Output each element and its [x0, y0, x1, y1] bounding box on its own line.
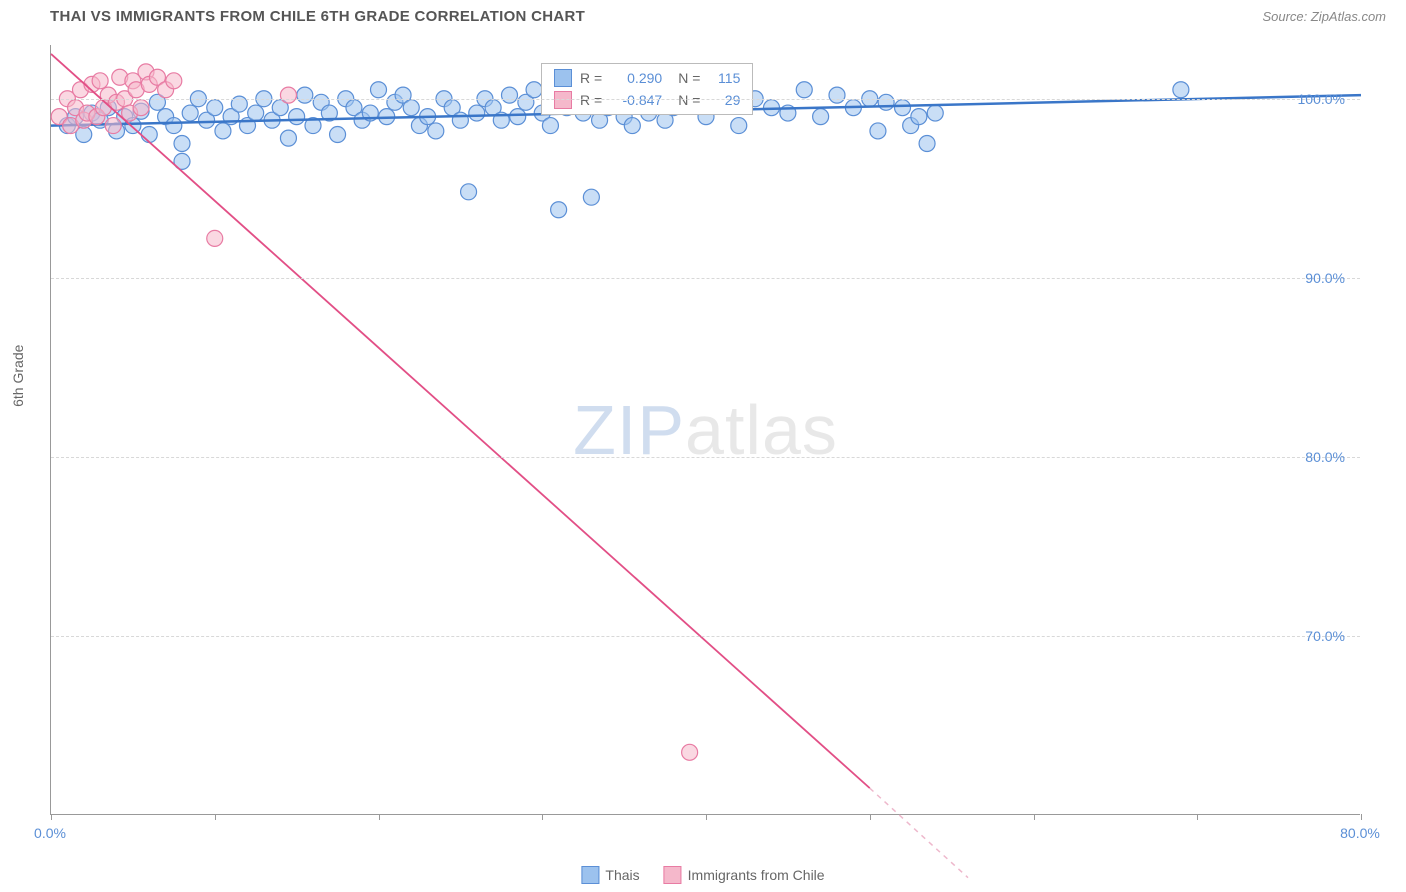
- data-point: [248, 105, 264, 121]
- data-point: [682, 744, 698, 760]
- gridline: [51, 636, 1360, 637]
- legend-swatch: [664, 866, 682, 884]
- legend-n-value: 29: [708, 92, 740, 108]
- data-point: [105, 118, 121, 134]
- data-point: [207, 100, 223, 116]
- data-point: [166, 118, 182, 134]
- data-point: [542, 118, 558, 134]
- data-point: [731, 118, 747, 134]
- data-point: [280, 130, 296, 146]
- data-point: [878, 94, 894, 110]
- legend-row: R = -0.847 N = 29: [542, 89, 752, 111]
- gridline: [51, 99, 1360, 100]
- legend-n-value: 115: [708, 70, 740, 86]
- y-tick-label: 90.0%: [1305, 270, 1345, 286]
- x-tick: [379, 814, 380, 820]
- chart-plot-area: ZIPatlas R =0.290N =115R =-0.847N =29 70…: [50, 45, 1360, 815]
- data-point: [551, 202, 567, 218]
- data-point: [371, 82, 387, 98]
- x-tick: [542, 814, 543, 820]
- data-point: [289, 109, 305, 125]
- data-point: [813, 109, 829, 125]
- data-point: [182, 105, 198, 121]
- legend-r-value: -0.847: [610, 92, 662, 108]
- gridline: [51, 457, 1360, 458]
- data-point: [207, 230, 223, 246]
- data-point: [133, 100, 149, 116]
- y-axis-label: 6th Grade: [10, 345, 26, 407]
- data-point: [510, 109, 526, 125]
- x-tick: [706, 814, 707, 820]
- series-legend-label: Immigrants from Chile: [688, 867, 825, 883]
- legend-swatch: [554, 69, 572, 87]
- correlation-legend: R = 0.290 N = 115 R = -0.847 N = 29: [541, 63, 753, 115]
- x-tick: [1197, 814, 1198, 820]
- x-tick: [51, 814, 52, 820]
- data-point: [280, 87, 296, 103]
- data-point: [911, 109, 927, 125]
- x-tick: [215, 814, 216, 820]
- legend-row: R = 0.290 N = 115: [542, 67, 752, 89]
- data-point: [927, 105, 943, 121]
- data-point: [870, 123, 886, 139]
- data-point: [469, 105, 485, 121]
- data-point: [166, 73, 182, 89]
- data-point: [1173, 82, 1189, 98]
- chart-title: THAI VS IMMIGRANTS FROM CHILE 6TH GRADE …: [50, 8, 585, 25]
- trend-line-extrapolated: [870, 788, 968, 878]
- data-point: [526, 82, 542, 98]
- data-point: [583, 189, 599, 205]
- x-tick: [1034, 814, 1035, 820]
- data-point: [403, 100, 419, 116]
- data-point: [829, 87, 845, 103]
- x-tick: [1361, 814, 1362, 820]
- y-tick-label: 100.0%: [1298, 91, 1345, 107]
- scatter-svg: [51, 45, 1360, 814]
- legend-r-label: R =: [580, 92, 602, 108]
- legend-swatch: [554, 91, 572, 109]
- data-point: [428, 123, 444, 139]
- data-point: [919, 135, 935, 151]
- y-tick-label: 80.0%: [1305, 449, 1345, 465]
- trend-line: [51, 54, 870, 788]
- series-legend-label: Thais: [605, 867, 639, 883]
- x-tick-label: 0.0%: [34, 825, 66, 841]
- data-point: [92, 73, 108, 89]
- data-point: [174, 135, 190, 151]
- data-point: [502, 87, 518, 103]
- chart-source: Source: ZipAtlas.com: [1262, 9, 1386, 24]
- chart-header: THAI VS IMMIGRANTS FROM CHILE 6TH GRADE …: [0, 0, 1406, 33]
- series-legend-item: Immigrants from Chile: [664, 866, 825, 884]
- legend-swatch: [581, 866, 599, 884]
- y-tick-label: 70.0%: [1305, 628, 1345, 644]
- series-legend-item: Thais: [581, 866, 639, 884]
- legend-n-label: N =: [678, 92, 700, 108]
- data-point: [796, 82, 812, 98]
- series-legend: Thais Immigrants from Chile: [581, 866, 824, 884]
- data-point: [141, 127, 157, 143]
- legend-r-label: R =: [580, 70, 602, 86]
- x-tick-label: 80.0%: [1340, 825, 1380, 841]
- data-point: [330, 127, 346, 143]
- legend-r-value: 0.290: [610, 70, 662, 86]
- gridline: [51, 278, 1360, 279]
- legend-n-label: N =: [678, 70, 700, 86]
- x-tick: [870, 814, 871, 820]
- data-point: [297, 87, 313, 103]
- data-point: [452, 112, 468, 128]
- data-point: [215, 123, 231, 139]
- data-point: [895, 100, 911, 116]
- data-point: [461, 184, 477, 200]
- data-point: [624, 118, 640, 134]
